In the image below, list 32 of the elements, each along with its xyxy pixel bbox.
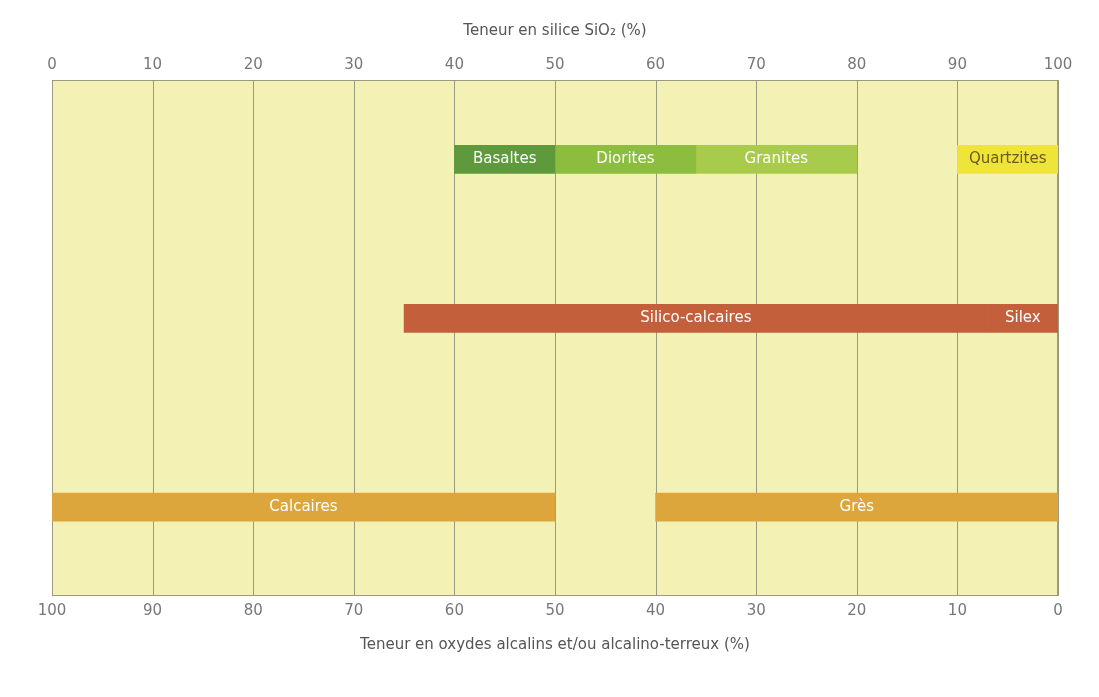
- series-label: Granites: [744, 149, 809, 168]
- x-tick-label: 20: [243, 54, 263, 73]
- series-label: Basaltes: [472, 149, 537, 168]
- x-tick-label: 40: [444, 54, 464, 73]
- x-tick-label: 20: [847, 600, 867, 619]
- x-tick-label: 60: [646, 54, 666, 73]
- series-label: Quartzites: [968, 149, 1047, 168]
- x-axis-title: Teneur en silice SiO₂ (%): [462, 20, 647, 39]
- x-tick-label: 90: [947, 54, 967, 73]
- x-tick-label: 10: [143, 54, 163, 73]
- x-tick-label: 70: [344, 600, 364, 619]
- series-label: Grès: [839, 496, 875, 515]
- x-tick-label: 100: [37, 600, 67, 619]
- x-tick-label: 50: [545, 600, 565, 619]
- series-label: Silex: [1004, 308, 1041, 327]
- x-tick-label: 80: [847, 54, 867, 73]
- x-tick-label: 0: [47, 54, 57, 73]
- x-tick-label: 50: [545, 54, 565, 73]
- x-tick-label: 30: [746, 600, 766, 619]
- x-tick-label: 30: [344, 54, 364, 73]
- x-tick-label: 60: [444, 600, 464, 619]
- series-label: Calcaires: [269, 496, 338, 515]
- x-tick-label: 100: [1043, 54, 1073, 73]
- x-tick-label: 90: [143, 600, 163, 619]
- series-label: Diorites: [596, 149, 655, 168]
- series-label: Silico-calcaires: [640, 308, 752, 327]
- x-tick-label: 80: [243, 600, 263, 619]
- x-axis-title: Teneur en oxydes alcalins et/ou alcalino-terreux (%): [359, 634, 750, 653]
- x-tick-label: 10: [947, 600, 967, 619]
- x-tick-label: 0: [1053, 600, 1063, 619]
- x-tick-label: 70: [746, 54, 766, 73]
- x-tick-label: 40: [646, 600, 666, 619]
